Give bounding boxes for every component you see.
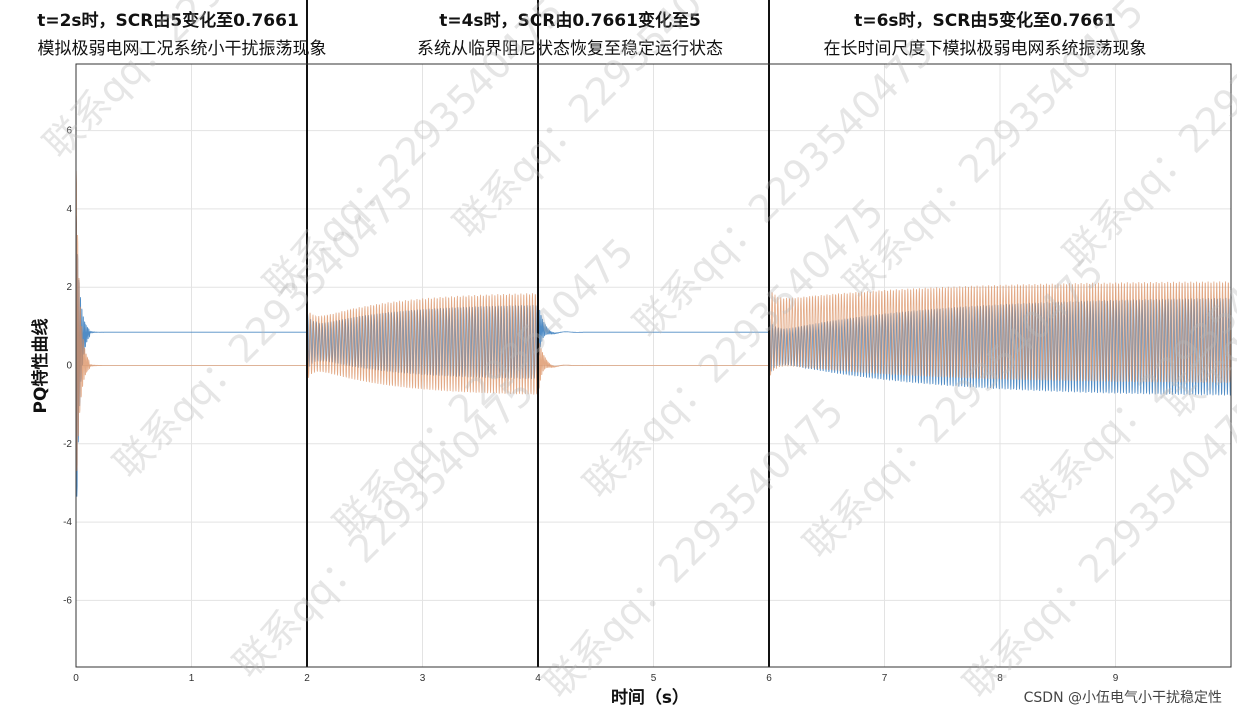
series-2-line [75,170,1232,472]
annotation-3-title: t=6s时，SCR由5变化至0.7661 [854,10,1116,31]
annotation-2-title: t=4s时，SCR由0.7661变化至5 [439,10,701,31]
csdn-credit: CSDN @小伍电气小干扰稳定性 [1024,690,1222,706]
annotation-1-subtitle: 模拟极弱电网工况系统小干扰振荡现象 [38,39,327,59]
event-lines [306,0,770,667]
annotation-1-title: t=2s时，SCR由5变化至0.7661 [37,10,299,31]
annotation-2-subtitle: 系统从临界阻尼状态恢复至稳定运行状态 [417,39,723,59]
x-axis-label: 时间（s） [611,687,689,708]
x-tick-label: 7 [882,673,888,684]
plot-frame [75,63,1232,668]
x-tick-label: 2 [304,673,310,684]
tick-labels: 0 1 2 3 4 5 6 7 8 9 -6 -4 -2 0 2 4 6 [63,126,1119,684]
x-tick-label: 8 [997,673,1003,684]
y-axis-label: PQ特性曲线 [30,319,51,414]
y-tick-label: -4 [63,517,72,528]
x-tick-label: 3 [420,673,426,684]
y-tick-label: 0 [66,361,72,372]
x-tick-label: 9 [1113,673,1119,684]
y-tick-label: -6 [63,595,72,606]
y-tick-label: 4 [66,204,72,215]
annotations: t=2s时，SCR由5变化至0.7661 模拟极弱电网工况系统小干扰振荡现象 t… [37,10,1146,59]
x-tick-label: 1 [189,673,195,684]
annotation-3-subtitle: 在长时间尺度下模拟极弱电网系统振荡现象 [824,39,1147,59]
y-tick-label: 6 [66,126,72,137]
y-tick-label: -2 [63,439,72,450]
x-tick-label: 5 [651,673,657,684]
x-tick-label: 6 [766,673,772,684]
series-layer [75,170,1232,497]
x-tick-label: 4 [535,673,541,684]
series-1-line [75,215,1232,497]
x-tick-label: 0 [73,673,79,684]
y-tick-label: 2 [66,282,72,293]
